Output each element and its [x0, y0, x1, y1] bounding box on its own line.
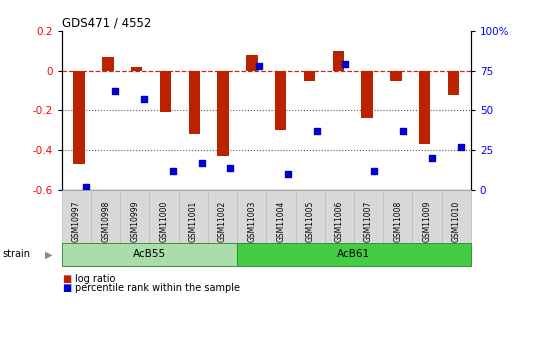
Text: log ratio: log ratio: [75, 275, 116, 284]
Bar: [332, 51, 344, 71]
Text: percentile rank within the sample: percentile rank within the sample: [75, 283, 240, 293]
Bar: [188, 71, 200, 134]
Point: [399, 128, 407, 134]
Point: [140, 97, 148, 102]
Bar: [73, 71, 85, 164]
Text: GSM11008: GSM11008: [393, 200, 402, 242]
Text: strain: strain: [3, 249, 31, 259]
Point: [111, 89, 119, 94]
Text: ■: ■: [62, 275, 71, 284]
Text: GSM11010: GSM11010: [451, 200, 461, 242]
Text: GSM11000: GSM11000: [160, 200, 168, 242]
Bar: [419, 71, 430, 144]
Text: GSM10997: GSM10997: [72, 200, 81, 242]
Bar: [362, 71, 373, 118]
Text: GSM11005: GSM11005: [306, 200, 315, 242]
Bar: [448, 71, 459, 95]
Point: [197, 160, 206, 166]
Bar: [217, 71, 229, 156]
Bar: [304, 71, 315, 81]
Bar: [390, 71, 402, 81]
Text: GSM11003: GSM11003: [247, 200, 256, 242]
Text: ■: ■: [62, 283, 71, 293]
Text: GDS471 / 4552: GDS471 / 4552: [62, 17, 151, 30]
Text: GSM11004: GSM11004: [277, 200, 286, 242]
Text: GSM11006: GSM11006: [335, 200, 344, 242]
Point: [428, 155, 436, 161]
Text: GSM11007: GSM11007: [364, 200, 373, 242]
Text: GSM11001: GSM11001: [189, 200, 198, 242]
Bar: [102, 57, 114, 71]
Point: [370, 168, 379, 174]
Bar: [246, 55, 258, 71]
Text: GSM10999: GSM10999: [130, 200, 139, 242]
Point: [226, 165, 235, 170]
Text: GSM10998: GSM10998: [101, 200, 110, 242]
Point: [255, 63, 264, 69]
Point: [341, 62, 350, 67]
Text: AcB61: AcB61: [337, 249, 371, 259]
Bar: [160, 71, 171, 112]
Point: [284, 171, 292, 177]
Text: AcB55: AcB55: [133, 249, 166, 259]
Bar: [275, 71, 286, 130]
Point: [456, 144, 465, 150]
Point: [313, 128, 321, 134]
Point: [82, 184, 90, 189]
Text: GSM11009: GSM11009: [422, 200, 431, 242]
Point: [168, 168, 177, 174]
Bar: [131, 67, 143, 71]
Text: ▶: ▶: [45, 249, 52, 259]
Text: GSM11002: GSM11002: [218, 200, 227, 242]
